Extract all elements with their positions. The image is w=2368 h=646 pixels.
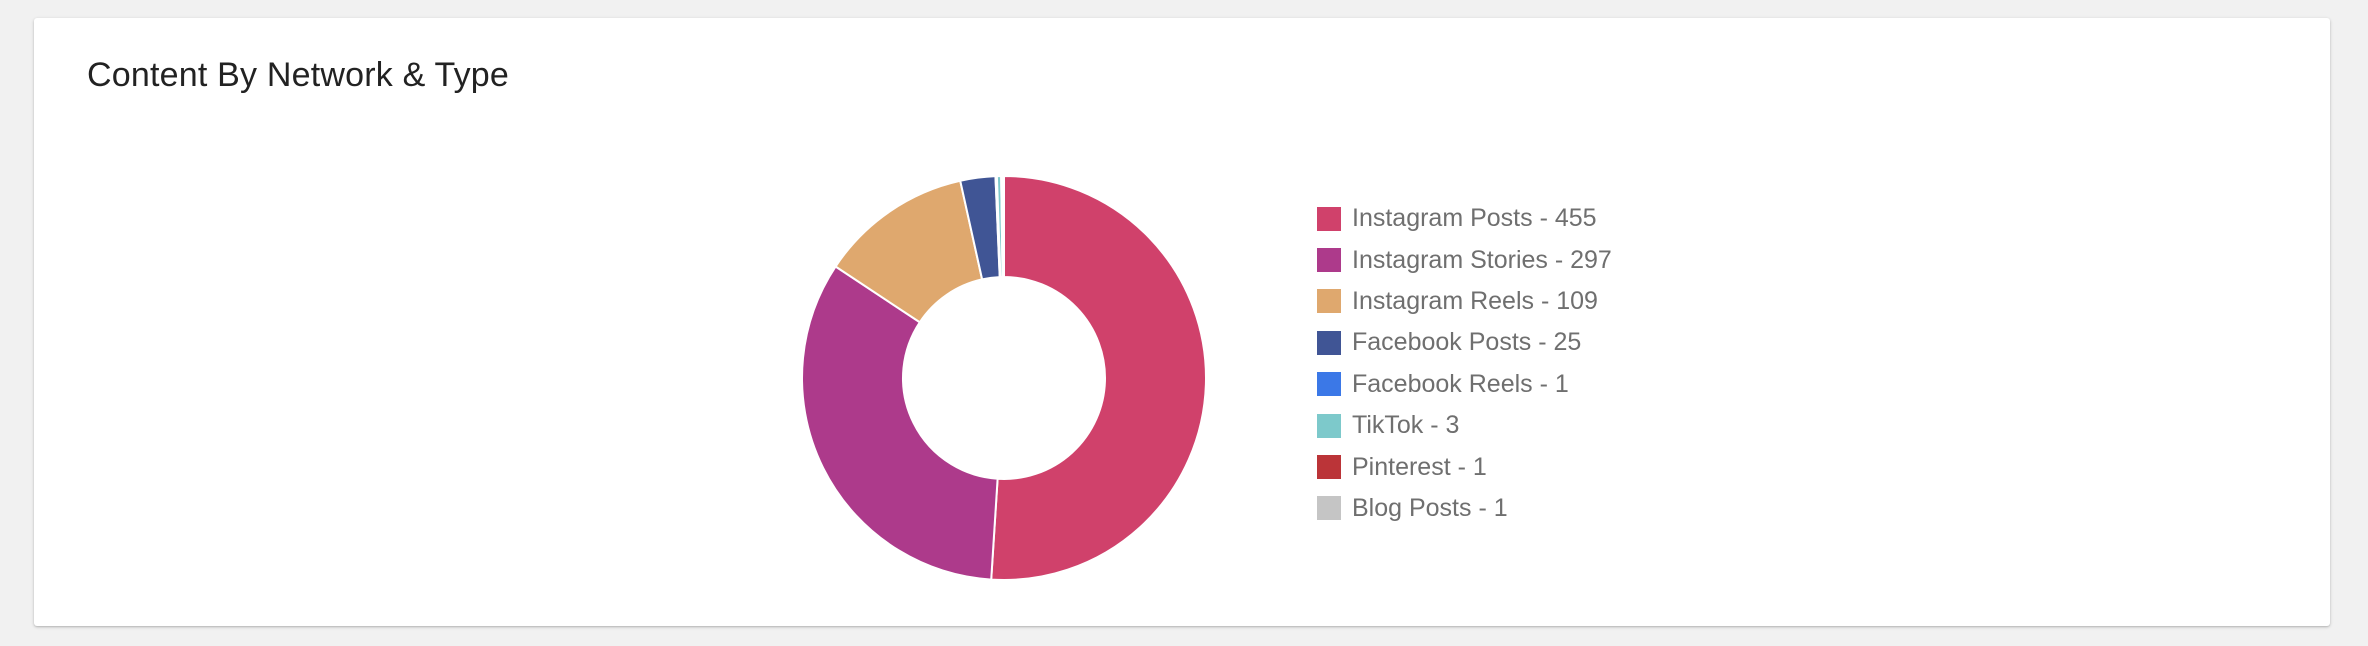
legend-label: Facebook Posts - 25 bbox=[1352, 328, 1582, 357]
legend-item-facebook-posts[interactable]: Facebook Posts - 25 bbox=[1317, 322, 1612, 363]
card-title: Content By Network & Type bbox=[87, 56, 510, 94]
legend-swatch bbox=[1317, 248, 1341, 273]
legend-swatch bbox=[1317, 206, 1341, 231]
legend-label: Instagram Reels - 109 bbox=[1352, 286, 1598, 315]
legend-item-instagram-posts[interactable]: Instagram Posts - 455 bbox=[1317, 198, 1612, 239]
donut-slice-instagram-posts[interactable] bbox=[990, 174, 1208, 581]
legend-swatch bbox=[1317, 372, 1341, 397]
legend-label: Pinterest - 1 bbox=[1352, 452, 1487, 481]
legend-item-facebook-reels[interactable]: Facebook Reels - 1 bbox=[1317, 364, 1612, 405]
legend-swatch bbox=[1317, 496, 1341, 521]
legend-label: Instagram Stories - 297 bbox=[1352, 245, 1612, 274]
legend-swatch bbox=[1317, 289, 1341, 314]
legend-swatch bbox=[1317, 413, 1341, 438]
legend-item-tiktok[interactable]: TikTok - 3 bbox=[1317, 405, 1612, 446]
donut-slice-instagram-stories[interactable] bbox=[801, 265, 999, 581]
legend-item-instagram-reels[interactable]: Instagram Reels - 109 bbox=[1317, 281, 1612, 322]
legend-item-instagram-stories[interactable]: Instagram Stories - 297 bbox=[1317, 239, 1612, 280]
legend-item-pinterest[interactable]: Pinterest - 1 bbox=[1317, 446, 1612, 487]
chart-card: Content By Network & Type Instagram Post… bbox=[34, 18, 2330, 626]
legend-label: Instagram Posts - 455 bbox=[1352, 204, 1597, 233]
legend-swatch bbox=[1317, 455, 1341, 480]
legend-label: TikTok - 3 bbox=[1352, 411, 1460, 440]
chart-legend: Instagram Posts - 455 Instagram Stories -… bbox=[1317, 198, 1612, 529]
legend-label: Facebook Reels - 1 bbox=[1352, 369, 1569, 398]
donut-slice-blog-posts[interactable] bbox=[1001, 174, 1005, 279]
legend-swatch bbox=[1317, 330, 1341, 355]
legend-label: Blog Posts - 1 bbox=[1352, 493, 1508, 522]
legend-item-blog-posts[interactable]: Blog Posts - 1 bbox=[1317, 488, 1612, 529]
donut-chart bbox=[801, 174, 1208, 581]
